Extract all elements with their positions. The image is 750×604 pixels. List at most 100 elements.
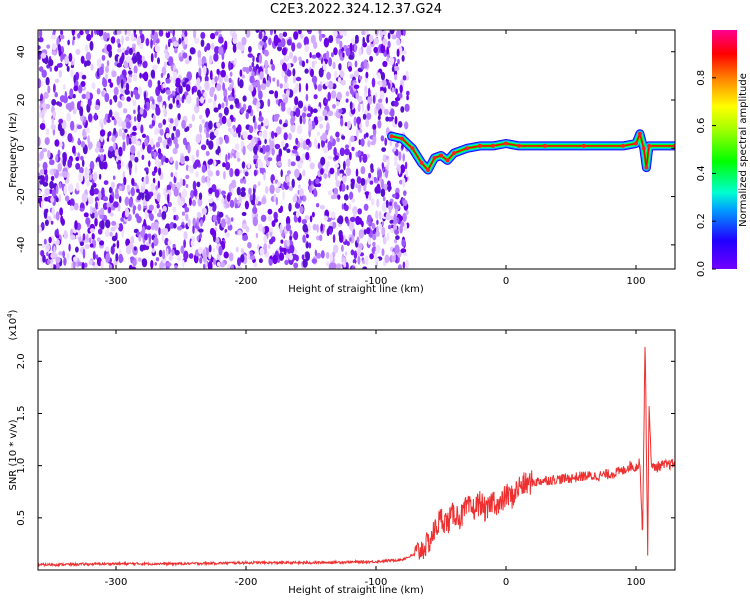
heatmap-noise-cell [326,50,330,60]
heatmap-noise-cell [299,115,303,125]
heatmap-noise-cell [184,155,189,161]
heatmap-noise-cell [173,223,177,229]
heatmap-noise-cell [268,238,274,245]
x-tick-label: -100 [365,577,388,588]
heatmap-noise-cell [264,59,269,69]
heatmap-noise-cell [229,71,233,77]
heatmap-noise-cell [402,153,406,162]
heatmap-noise-cell [349,216,356,223]
heatmap-noise-cell [366,45,372,56]
heatmap-noise-cell [263,172,266,181]
heatmap-noise-cell [344,144,350,149]
heatmap-noise-cell [356,128,359,138]
heatmap-noise-cell [323,173,328,179]
heatmap-noise-cell [383,154,386,162]
heatmap-noise-cell [201,164,207,173]
heatmap-noise-cell [53,30,56,35]
heatmap-noise-cell [278,252,285,261]
heatmap-ylabel: Frequency (Hz) [8,112,19,188]
heatmap-noise-cell [126,184,131,193]
heatmap-noise-cell [221,102,225,109]
heatmap-noise-cell [403,190,407,196]
heatmap-noise-cell [240,191,246,197]
heatmap-noise-cell [376,219,379,225]
heatmap-noise-cell [111,136,116,143]
heatmap-noise-cell [209,131,216,141]
heatmap-noise-cell [198,67,202,77]
heatmap-noise-cell [39,123,46,130]
heatmap-noise-cell [214,46,220,55]
heatmap-noise-cell [323,145,329,154]
heatmap-noise-cell [80,55,85,64]
heatmap-noise-cell [395,88,398,95]
heatmap-noise-cell [106,202,112,209]
heatmap-noise-cell [97,228,103,235]
heatmap-noise-cell [333,244,339,254]
heatmap-noise-cell [263,243,267,249]
heatmap-noise-cell [193,30,197,39]
heatmap-signal-point [637,131,642,136]
heatmap-noise-cell [73,127,77,133]
heatmap-noise-cell [79,30,84,36]
heatmap-noise-cell [143,103,147,110]
x-tick-label: 0 [503,577,509,588]
heatmap-noise-cell [289,244,295,254]
heatmap-noise-cell [131,135,137,145]
heatmap-noise-cell [338,108,343,114]
heatmap-noise-cell [67,39,70,46]
heatmap-noise-cell [150,182,156,193]
heatmap-noise-cell [202,65,207,76]
heatmap-noise-cell [309,52,312,59]
x-tick-label: -200 [235,577,258,588]
heatmap-noise-cell [133,109,136,115]
heatmap-noise-cell [322,60,326,71]
heatmap-noise-cell [398,151,402,161]
heatmap-noise-cell [133,30,137,34]
heatmap-noise-cell [154,44,161,53]
heatmap-noise-cell [42,254,46,263]
heatmap-noise-cell [364,255,369,266]
heatmap-noise-cell [214,31,219,36]
heatmap-noise-cell [134,246,137,251]
heatmap-noise-cell [122,47,126,53]
heatmap-noise-cell [103,31,108,42]
heatmap-noise-cell [55,154,59,163]
heatmap-noise-cell [196,235,200,242]
heatmap-noise-cell [308,178,312,187]
heatmap-noise-cell [395,142,399,148]
heatmap-noise-cell [231,179,237,189]
heatmap-noise-cell [225,161,231,171]
heatmap-noise-cell [175,77,181,85]
heatmap-noise-cell [405,210,409,215]
heatmap-noise-cell [111,235,117,242]
heatmap-noise-cell [91,82,96,90]
heatmap-noise-cell [100,219,105,230]
heatmap-noise-cell [273,34,279,44]
heatmap-noise-cell [94,112,98,121]
heatmap-noise-cell [208,187,213,195]
heatmap-noise-cell [268,37,272,46]
heatmap-noise-cell [371,222,376,229]
heatmap-noise-cell [45,128,50,136]
heatmap-noise-cell [384,137,388,146]
heatmap-noise-cell [378,210,382,220]
heatmap-noise-cell [301,112,307,118]
heatmap-noise-cell [116,38,121,45]
heatmap-signal-point [641,146,646,151]
heatmap-noise-cell [202,264,206,269]
heatmap-noise-cell [106,60,110,67]
heatmap-noise-cell [308,184,312,193]
heatmap-noise-cell [276,160,282,167]
heatmap-noise-cell [299,142,304,148]
heatmap-noise-cell [362,153,368,163]
heatmap-noise-cell [98,30,104,37]
heatmap-noise-cell [214,76,218,83]
heatmap-noise-cell [247,53,254,58]
heatmap-noise-cell [150,53,154,63]
x-tick-label: -100 [365,276,388,287]
heatmap-noise-cell [258,140,262,145]
heatmap-noise-cell [321,132,327,142]
heatmap-noise-cell [241,211,247,217]
heatmap-noise-cell [118,146,123,157]
heatmap-noise-cell [38,189,42,195]
